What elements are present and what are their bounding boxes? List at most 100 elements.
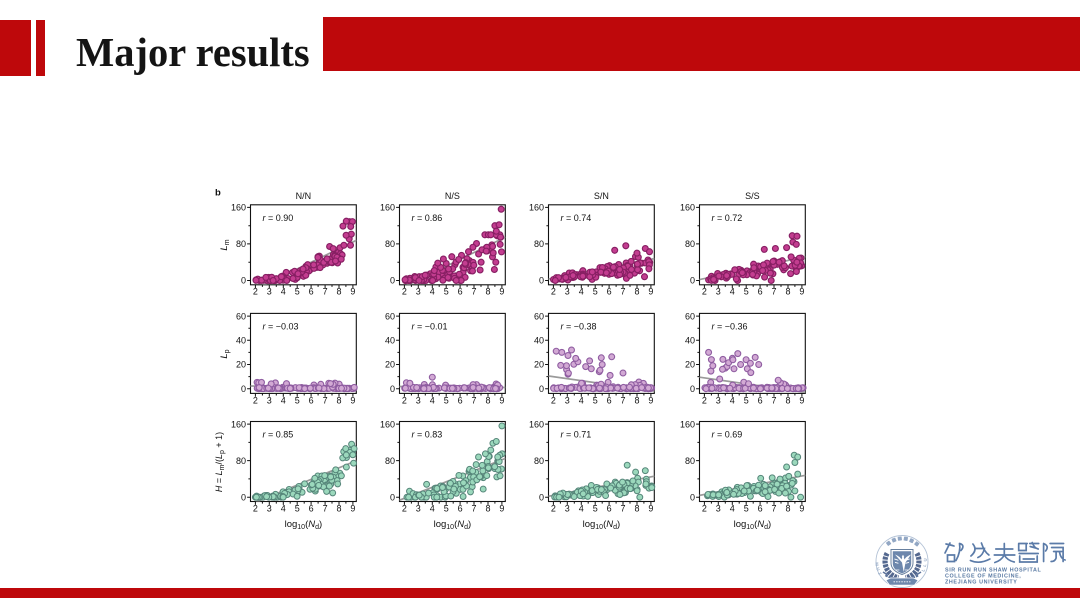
svg-text:9: 9 xyxy=(648,395,653,405)
svg-text:4: 4 xyxy=(281,503,286,513)
svg-text:5: 5 xyxy=(444,503,449,513)
svg-text:9: 9 xyxy=(799,395,804,405)
svg-text:COLLEGE OF MEDICINE,: COLLEGE OF MEDICINE, xyxy=(945,574,1021,580)
svg-text:8: 8 xyxy=(485,287,490,297)
svg-text:4: 4 xyxy=(579,395,584,405)
svg-text:20: 20 xyxy=(534,360,544,370)
svg-text:3: 3 xyxy=(416,503,421,513)
svg-text:r = −0.38: r = −0.38 xyxy=(561,321,597,331)
svg-text:8: 8 xyxy=(485,503,490,513)
svg-text:ZHEJIANG UNIVERSITY: ZHEJIANG UNIVERSITY xyxy=(945,580,1018,586)
svg-text:160: 160 xyxy=(680,203,695,213)
svg-text:2: 2 xyxy=(253,503,258,513)
svg-text:2: 2 xyxy=(551,395,556,405)
svg-text:8: 8 xyxy=(785,395,790,405)
svg-text:0: 0 xyxy=(390,276,395,286)
svg-text:2: 2 xyxy=(702,395,707,405)
svg-text:r = −0.36: r = −0.36 xyxy=(712,321,748,331)
svg-text:4: 4 xyxy=(730,395,735,405)
svg-text:3: 3 xyxy=(416,287,421,297)
svg-text:4: 4 xyxy=(281,395,286,405)
svg-text:5: 5 xyxy=(593,503,598,513)
svg-text:6: 6 xyxy=(758,395,763,405)
svg-text:Z: Z xyxy=(877,571,883,576)
svg-text:0: 0 xyxy=(539,492,544,502)
svg-text:80: 80 xyxy=(385,456,395,466)
svg-text:160: 160 xyxy=(529,203,544,213)
svg-text:7: 7 xyxy=(471,287,476,297)
svg-text:160: 160 xyxy=(231,419,246,429)
svg-text:0: 0 xyxy=(539,384,544,394)
svg-text:80: 80 xyxy=(534,456,544,466)
svg-text:r = 0.71: r = 0.71 xyxy=(561,430,592,440)
svg-text:8: 8 xyxy=(634,395,639,405)
svg-text:3: 3 xyxy=(716,503,721,513)
svg-text:2: 2 xyxy=(253,287,258,297)
svg-text:9: 9 xyxy=(499,395,504,405)
svg-text:5: 5 xyxy=(593,287,598,297)
svg-text:40: 40 xyxy=(236,336,246,346)
svg-text:log10(Nd): log10(Nd) xyxy=(285,519,323,531)
svg-text:3: 3 xyxy=(565,503,570,513)
svg-text:5: 5 xyxy=(444,287,449,297)
svg-text:80: 80 xyxy=(236,239,246,249)
svg-text:160: 160 xyxy=(231,203,246,213)
svg-text:9: 9 xyxy=(499,287,504,297)
svg-text:160: 160 xyxy=(680,419,695,429)
svg-text:4: 4 xyxy=(579,503,584,513)
svg-text:log10(Nd): log10(Nd) xyxy=(434,519,472,531)
svg-text:L: L xyxy=(922,563,928,567)
svg-text:3: 3 xyxy=(416,395,421,405)
svg-text:0: 0 xyxy=(241,384,246,394)
svg-text:6: 6 xyxy=(458,287,463,297)
svg-text:160: 160 xyxy=(380,419,395,429)
svg-text:2: 2 xyxy=(402,287,407,297)
svg-text:r = 0.86: r = 0.86 xyxy=(412,213,443,223)
svg-text:60: 60 xyxy=(534,311,544,321)
svg-text:6: 6 xyxy=(607,503,612,513)
svg-text:80: 80 xyxy=(685,239,695,249)
svg-text:6: 6 xyxy=(309,287,314,297)
svg-text:6: 6 xyxy=(607,395,612,405)
svg-text:40: 40 xyxy=(385,336,395,346)
svg-text:r = −0.01: r = −0.01 xyxy=(412,321,448,331)
svg-text:0: 0 xyxy=(241,492,246,502)
svg-text:2: 2 xyxy=(702,287,707,297)
svg-text:3: 3 xyxy=(267,503,272,513)
svg-text:160: 160 xyxy=(529,419,544,429)
svg-text:9: 9 xyxy=(350,287,355,297)
svg-text:0: 0 xyxy=(690,384,695,394)
svg-text:3: 3 xyxy=(716,287,721,297)
svg-text:r = 0.83: r = 0.83 xyxy=(412,430,443,440)
svg-text:3: 3 xyxy=(716,395,721,405)
svg-text:4: 4 xyxy=(430,287,435,297)
svg-text:4: 4 xyxy=(281,287,286,297)
svg-text:60: 60 xyxy=(385,311,395,321)
svg-text:b: b xyxy=(215,188,221,199)
svg-text:2: 2 xyxy=(551,287,556,297)
svg-text:9: 9 xyxy=(648,287,653,297)
svg-text:H = Lm/(Lp + 1): H = Lm/(Lp + 1) xyxy=(214,432,226,492)
svg-text:4: 4 xyxy=(730,503,735,513)
svg-text:4: 4 xyxy=(579,287,584,297)
svg-text:0: 0 xyxy=(390,384,395,394)
svg-text:7: 7 xyxy=(771,287,776,297)
svg-text:7: 7 xyxy=(771,395,776,405)
svg-text:U: U xyxy=(875,567,881,571)
svg-text:log10(Nd): log10(Nd) xyxy=(734,519,772,531)
svg-text:2: 2 xyxy=(402,503,407,513)
svg-text:6: 6 xyxy=(458,395,463,405)
svg-text:9: 9 xyxy=(648,503,653,513)
svg-text:7: 7 xyxy=(471,395,476,405)
svg-text:r = 0.90: r = 0.90 xyxy=(263,213,294,223)
svg-text:7: 7 xyxy=(620,395,625,405)
svg-text:5: 5 xyxy=(295,287,300,297)
svg-text:9: 9 xyxy=(499,503,504,513)
svg-text:9: 9 xyxy=(350,395,355,405)
svg-text:6: 6 xyxy=(758,503,763,513)
svg-text:6: 6 xyxy=(758,287,763,297)
svg-text:7: 7 xyxy=(471,503,476,513)
svg-text:Lp: Lp xyxy=(219,349,231,358)
svg-text:7: 7 xyxy=(323,395,328,405)
svg-text:6: 6 xyxy=(458,503,463,513)
